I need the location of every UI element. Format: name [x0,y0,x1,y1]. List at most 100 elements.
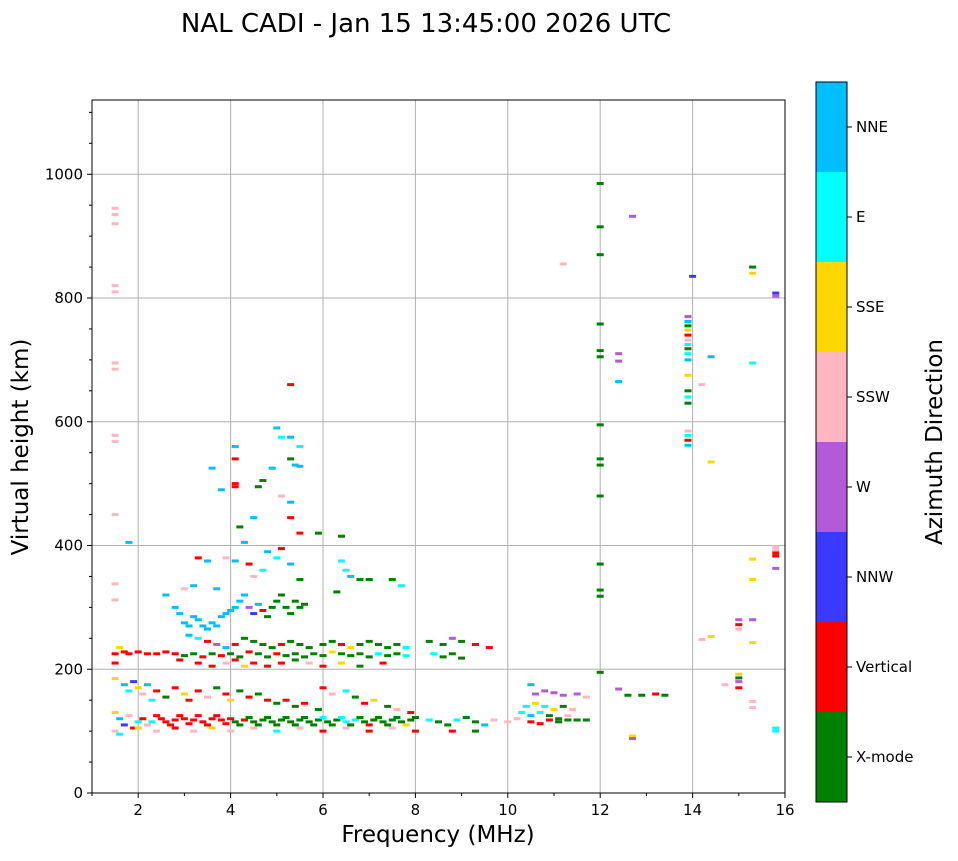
echo-point [541,704,549,708]
echo-point [439,655,447,659]
echo-point [564,714,572,718]
echo-point [162,695,170,699]
echo-point [111,729,119,733]
echo-point [425,718,433,722]
echo-point [268,466,276,470]
echo-point [684,342,692,346]
echo-point [398,584,406,588]
echo-point [208,621,216,625]
echo-point [684,320,692,324]
echo-point [684,338,692,342]
x-tick-label: 12 [591,801,610,819]
echo-point [268,605,276,609]
echo-point [254,652,262,656]
echo-point [337,559,345,563]
echo-point [485,646,493,650]
echo-point [208,466,216,470]
echo-point [596,562,604,566]
echo-point [541,689,549,693]
echo-point [684,347,692,351]
colorbar-segment [816,712,847,802]
echo-point [707,634,715,638]
echo-point [180,717,188,721]
colorbar-tick-label: W [856,478,871,496]
colorbar-frame [815,81,848,803]
echo-point [291,652,299,656]
echo-point [624,693,632,697]
echo-point [402,654,410,658]
echo-point [749,271,757,275]
echo-point [240,540,248,544]
echo-point [199,655,207,659]
echo-point [721,683,729,687]
echo-point [342,720,350,724]
echo-point [749,618,757,622]
echo-point [185,633,193,637]
echo-point [254,723,262,727]
echo-point [287,516,295,520]
echo-point [407,718,415,722]
echo-point [231,457,239,461]
echo-point [250,720,258,724]
echo-point [259,568,267,572]
echo-point [351,718,359,722]
echo-point [615,380,623,384]
echo-point [111,711,119,715]
echo-point [342,726,350,730]
colorbar-segment [816,622,847,712]
echo-point [222,556,230,560]
echo-point [277,593,285,597]
echo-point [204,627,211,631]
echo-point [171,726,179,730]
echo-point [162,720,170,724]
echo-point [351,695,359,699]
echo-point [277,718,285,722]
echo-point [684,328,692,332]
echo-point [250,516,258,520]
echo-point [448,652,456,656]
echo-point [222,661,230,665]
echo-point [615,352,623,356]
echo-point [180,621,188,625]
echo-point [273,599,281,603]
echo-point [277,643,285,646]
echo-point [439,643,447,646]
y-tick-label: 800 [54,289,83,307]
echo-point [749,557,757,561]
echo-point [393,643,401,646]
colorbar-segment [816,262,847,352]
echo-point [259,608,267,612]
x-tick-label: 4 [226,801,236,819]
echo-point [735,627,743,631]
echo-point [296,605,304,609]
colorbar-tick-label: Vertical [856,658,912,676]
echo-point [296,718,304,722]
echo-point [208,726,216,730]
echo-point [245,695,253,699]
echo-point [213,643,221,646]
echo-point [684,358,692,362]
echo-point [162,650,170,654]
echo-point [134,720,142,724]
y-tick-label: 1000 [45,165,83,183]
echo-point [749,578,757,582]
echo-point [185,624,193,628]
echo-point [273,701,281,705]
echo-point [185,722,193,726]
echo-point [735,618,743,622]
echo-point [772,554,780,558]
echo-point [337,661,345,665]
echo-point [250,639,258,643]
echo-point [273,652,281,656]
echo-point [458,656,466,660]
echo-point [735,672,743,676]
echo-point [698,383,706,387]
chart-title: NAL CADI - Jan 15 13:45:00 2026 UTC [181,9,671,39]
echo-point [545,714,553,718]
echo-point [236,689,244,693]
echo-point [282,605,290,609]
echo-point [772,566,780,570]
echo-point [337,652,345,656]
echo-point [772,548,780,552]
